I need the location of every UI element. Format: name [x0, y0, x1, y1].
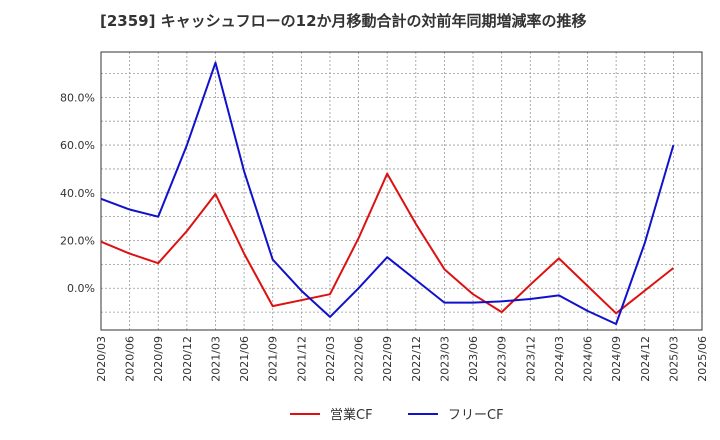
series-line-operating-cf [100, 172, 675, 315]
x-tick-label: 2020/03 [95, 336, 108, 382]
x-tick-label: 2021/03 [209, 336, 222, 382]
series-line-free-cf [100, 61, 675, 325]
x-tick-label: 2022/09 [381, 336, 394, 382]
x-tick-label: 2024/09 [610, 336, 623, 382]
x-tick-label: 2021/09 [267, 336, 280, 382]
x-tick-label: 2023/06 [467, 336, 480, 382]
x-tick-label: 2024/12 [639, 336, 652, 382]
x-tick-label: 2024/06 [582, 336, 595, 382]
x-tick-label: 2021/12 [295, 336, 308, 382]
plot-area [101, 52, 702, 330]
legend-label: フリーCF [448, 408, 504, 423]
x-tick-label: 2025/06 [696, 336, 709, 382]
x-tick-label: 2022/06 [353, 336, 366, 382]
x-tick-label: 2023/09 [496, 336, 509, 382]
x-tick-label: 2023/12 [524, 336, 537, 382]
x-tick-label: 2025/03 [667, 336, 680, 382]
x-tick-label: 2020/12 [181, 336, 194, 382]
y-tick-label: 60.0% [60, 139, 95, 152]
y-tick-label: 20.0% [60, 235, 95, 248]
legend-label: 営業CF [330, 407, 373, 423]
x-tick-label: 2022/12 [410, 336, 423, 382]
x-tick-label: 2024/03 [553, 336, 566, 382]
y-tick-label: 80.0% [60, 91, 95, 104]
x-tick-label: 2021/06 [238, 336, 251, 382]
x-tick-label: 2023/03 [438, 336, 451, 382]
x-tick-label: 2020/09 [152, 336, 165, 382]
x-tick-label: 2020/06 [124, 336, 137, 382]
y-tick-label: 0.0% [67, 282, 95, 295]
plot-frame [100, 51, 703, 331]
y-tick-label: 40.0% [60, 187, 95, 200]
x-tick-label: 2022/03 [324, 336, 337, 382]
chart-title: [2359] キャッシュフローの12か月移動合計の対前年同期増減率の推移 [100, 12, 587, 30]
